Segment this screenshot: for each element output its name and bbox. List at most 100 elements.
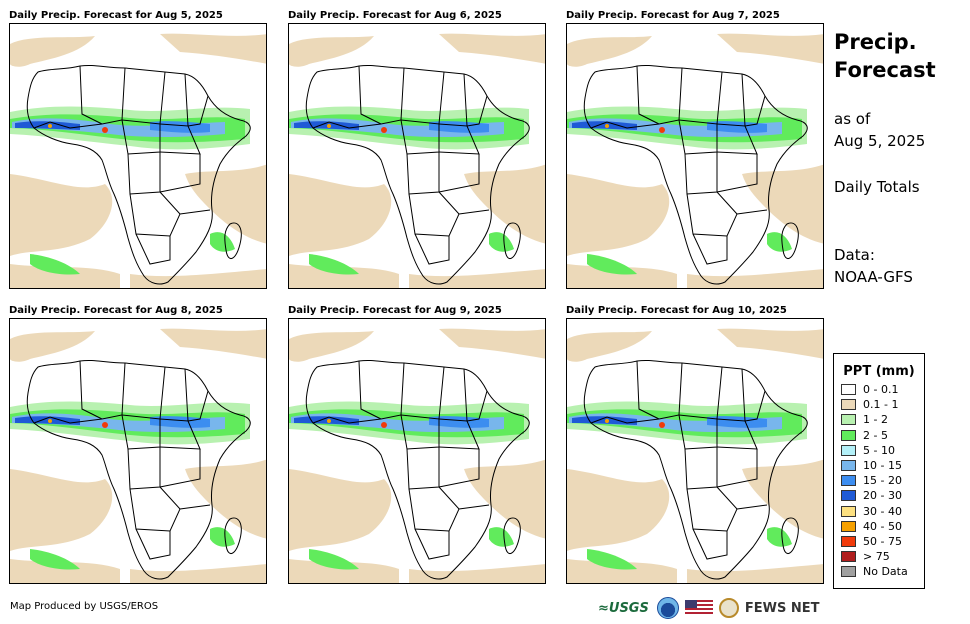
data-line2: NOAA-GFS: [834, 268, 913, 286]
legend-label: 30 - 40: [863, 504, 902, 518]
map-panel-2: Daily Precip. Forecast for Aug 6, 2025: [288, 9, 546, 289]
africa-precip-map: [289, 33, 545, 288]
map-frame: [288, 318, 546, 584]
rain-belt: [10, 106, 250, 275]
legend-item: 10 - 15: [834, 458, 924, 473]
map-frame: [566, 23, 824, 289]
map-frame: [566, 318, 824, 584]
legend-swatch: [841, 505, 856, 517]
legend-swatch: [841, 384, 856, 396]
panel-title: Daily Precip. Forecast for Aug 8, 2025: [9, 305, 223, 316]
rain-belt: [567, 401, 807, 570]
noaa-logo: [656, 597, 679, 619]
legend-swatch: [841, 535, 856, 547]
sidebar-title-line1: Precip.: [834, 30, 917, 54]
legend-item: 50 - 75: [834, 534, 924, 549]
legend-swatch: [841, 551, 856, 563]
country-borders: [305, 64, 530, 285]
country-borders: [26, 64, 251, 285]
africa-precip-map: [567, 33, 823, 288]
legend-swatch: [841, 475, 856, 487]
legend-swatch: [841, 566, 856, 578]
map-frame: [9, 318, 267, 584]
country-borders: [305, 359, 530, 580]
legend-label: 0.1 - 1: [863, 398, 899, 412]
legend-swatch: [841, 444, 856, 456]
legend-swatch: [841, 399, 856, 411]
legend-item: 0.1 - 1: [834, 397, 924, 412]
legend-item: 1 - 2: [834, 412, 924, 427]
rain-belt: [289, 106, 529, 275]
panel-title: Daily Precip. Forecast for Aug 7, 2025: [566, 10, 780, 21]
panel-title: Daily Precip. Forecast for Aug 10, 2025: [566, 305, 787, 316]
legend-label: No Data: [863, 565, 908, 579]
panel-title: Daily Precip. Forecast for Aug 5, 2025: [9, 10, 223, 21]
state-dept-seal-icon: [718, 598, 739, 618]
legend-label: > 75: [863, 550, 890, 564]
africa-precip-map: [567, 328, 823, 583]
legend-title: PPT (mm): [843, 364, 915, 379]
legend-label: 50 - 75: [863, 534, 902, 548]
light-precip-areas: [289, 328, 545, 583]
legend-label: 2 - 5: [863, 428, 888, 442]
legend-item: 15 - 20: [834, 473, 924, 488]
light-precip-areas: [567, 328, 823, 583]
legend-label: 15 - 20: [863, 474, 902, 488]
legend-item: 30 - 40: [834, 504, 924, 519]
legend-label: 20 - 30: [863, 489, 902, 503]
sidebar-data-source: Data: NOAA-GFS: [834, 244, 913, 288]
asof-line2: Aug 5, 2025: [834, 132, 926, 150]
panel-title: Daily Precip. Forecast for Aug 6, 2025: [288, 10, 502, 21]
legend-label: 10 - 15: [863, 459, 902, 473]
light-precip-areas: [289, 33, 545, 288]
legend-item: 5 - 10: [834, 443, 924, 458]
legend-swatch: [841, 414, 856, 426]
sidebar-title-line2: Forecast: [834, 58, 936, 82]
legend-item: 0 - 0.1: [834, 382, 924, 397]
map-panel-4: Daily Precip. Forecast for Aug 8, 2025: [9, 304, 267, 584]
asof-line1: as of: [834, 110, 871, 128]
sidebar-title: Precip. Forecast: [834, 28, 936, 84]
fews-net-logo: FEWS NET: [744, 600, 820, 616]
legend-swatch: [841, 460, 856, 472]
usgs-logo: ≈USGS: [598, 600, 649, 616]
light-precip-areas: [567, 33, 823, 288]
map-panel-5: Daily Precip. Forecast for Aug 9, 2025: [288, 304, 546, 584]
map-credit: Map Produced by USGS/EROS: [10, 601, 159, 612]
map-panel-3: Daily Precip. Forecast for Aug 7, 2025: [566, 9, 824, 289]
legend-swatch: [841, 520, 856, 532]
rain-belt: [289, 401, 529, 570]
legend-label: 40 - 50: [863, 519, 902, 533]
country-borders: [26, 359, 251, 580]
map-panel-6: Daily Precip. Forecast for Aug 10, 2025: [566, 304, 824, 584]
legend-label: 5 - 10: [863, 443, 895, 457]
us-flag-icon: [684, 600, 713, 616]
rain-belt: [10, 401, 250, 570]
africa-precip-map: [10, 328, 266, 583]
legend-swatch: [841, 429, 856, 441]
map-frame: [288, 23, 546, 289]
legend-label: 1 - 2: [863, 413, 888, 427]
legend-item: 40 - 50: [834, 519, 924, 534]
map-panel-1: Daily Precip. Forecast for Aug 5, 2025: [9, 9, 267, 289]
sidebar-asof: as of Aug 5, 2025: [834, 108, 925, 152]
legend-item: No Data: [834, 564, 924, 579]
legend-label: 0 - 0.1: [863, 383, 899, 397]
rain-belt: [567, 106, 807, 275]
legend-item: > 75: [834, 549, 924, 564]
legend-item: 2 - 5: [834, 428, 924, 443]
sidebar-totals: Daily Totals: [834, 178, 920, 196]
light-precip-areas: [10, 33, 266, 288]
logo-bar: ≈USGS FEWS NET: [598, 596, 819, 620]
africa-precip-map: [10, 33, 266, 288]
data-line1: Data:: [834, 246, 875, 264]
country-borders: [583, 359, 808, 580]
legend-item: 20 - 30: [834, 488, 924, 503]
africa-precip-map: [289, 328, 545, 583]
country-borders: [583, 64, 808, 285]
legend-swatch: [841, 490, 856, 502]
map-frame: [9, 23, 267, 289]
panel-title: Daily Precip. Forecast for Aug 9, 2025: [288, 305, 502, 316]
